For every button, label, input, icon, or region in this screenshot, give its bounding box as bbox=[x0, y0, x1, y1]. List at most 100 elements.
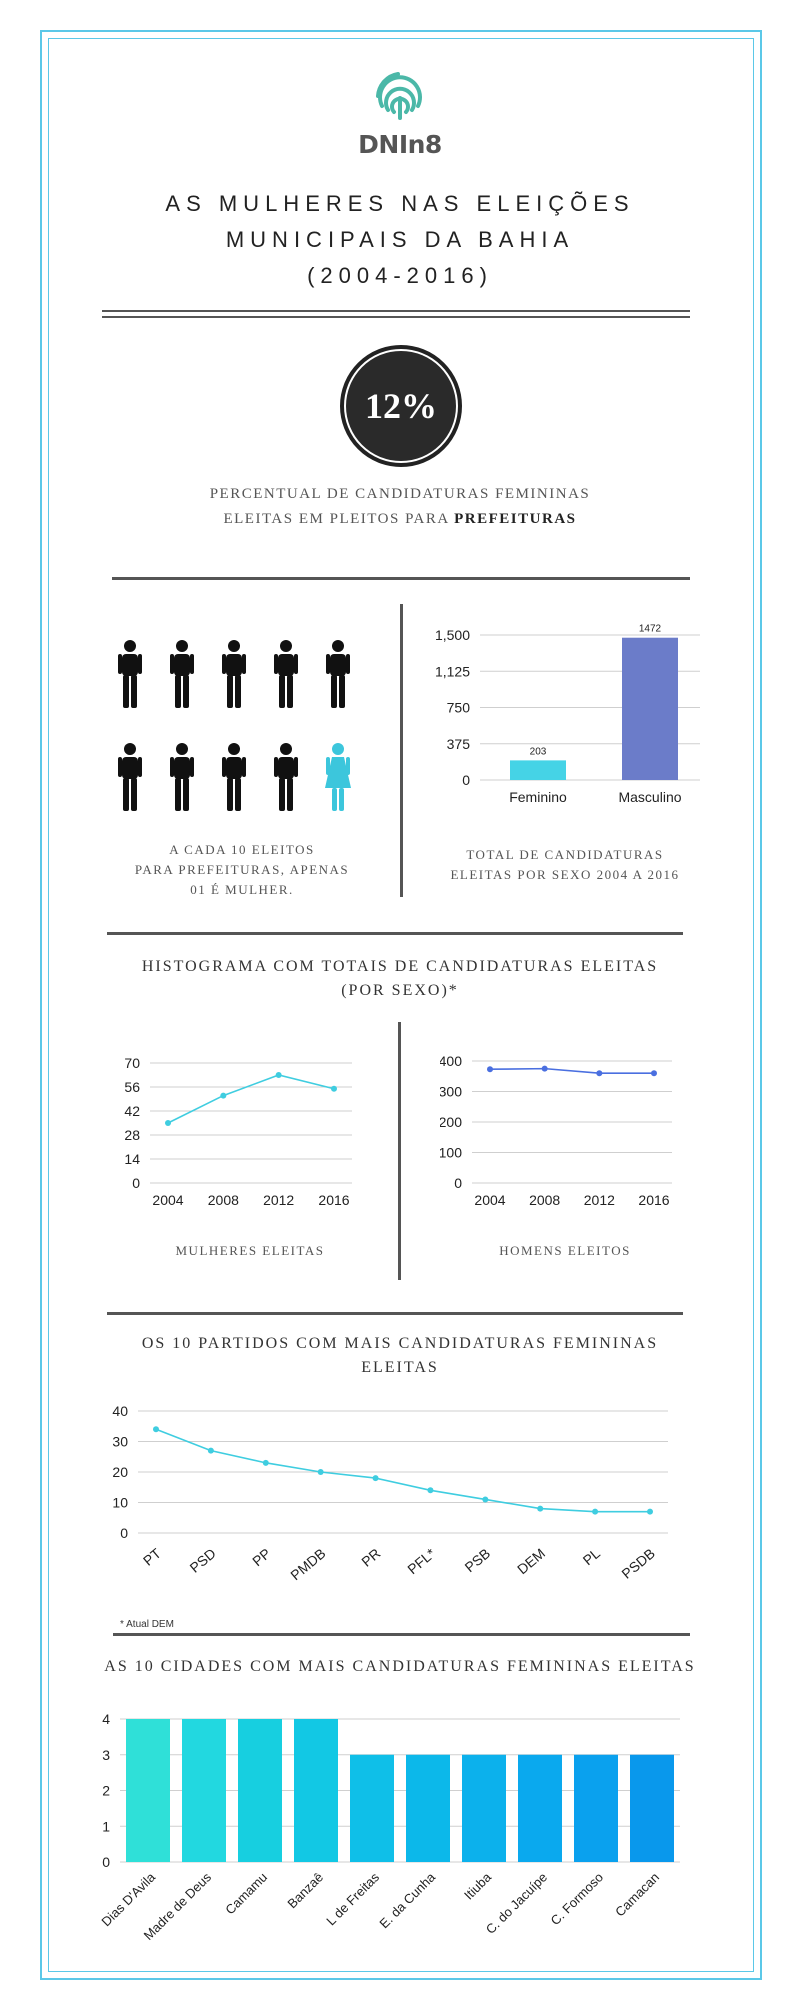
cities-category-label: E. da Cunha bbox=[376, 1869, 438, 1931]
totals-data-label: 1472 bbox=[639, 624, 662, 635]
parties-ytick-label: 0 bbox=[120, 1525, 128, 1541]
cities-bar bbox=[630, 1754, 674, 1862]
parties-xtick-label: PL bbox=[580, 1545, 604, 1568]
women-ytick-label: 0 bbox=[132, 1175, 140, 1191]
vertical-divider-2 bbox=[398, 1022, 401, 1280]
man-icon bbox=[170, 743, 194, 811]
parties-data-point bbox=[482, 1496, 489, 1503]
men-data-point bbox=[487, 1066, 493, 1073]
women-xtick-label: 2012 bbox=[263, 1192, 294, 1208]
cities-category-label: Itiuba bbox=[461, 1869, 495, 1903]
totals-category-label: Masculino bbox=[618, 789, 681, 805]
parties-xtick-label: PFL* bbox=[404, 1545, 439, 1578]
parties-xtick-label: DEM bbox=[514, 1545, 548, 1577]
cities-ytick-label: 0 bbox=[102, 1854, 110, 1870]
man-icon bbox=[326, 640, 350, 708]
parties-data-point bbox=[372, 1475, 379, 1482]
women-xtick-label: 2016 bbox=[318, 1192, 349, 1208]
page-title: AS MULHERES NAS ELEIÇÕES MUNICIPAIS DA B… bbox=[80, 186, 720, 294]
parties-xtick-label: PSD bbox=[186, 1545, 218, 1576]
totals-bar-chart: 0 375 750 1,125 1,500 203 Feminino 1472 Masculin… bbox=[435, 624, 700, 805]
woman-icon bbox=[325, 743, 351, 811]
women-ytick-label: 14 bbox=[124, 1151, 140, 1167]
women-data-point bbox=[331, 1085, 337, 1092]
parties-footnote: * Atual DEM bbox=[120, 1619, 174, 1630]
totals-ytick-label: 750 bbox=[447, 700, 471, 716]
man-icon bbox=[274, 640, 298, 708]
women-series-line bbox=[167, 1074, 335, 1124]
totals-caption-line-1: TOTAL DE CANDIDATURAS bbox=[466, 847, 664, 862]
pictogram-caption: A CADA 10 ELEITOS PARA PREFEITURAS, APEN… bbox=[112, 840, 372, 900]
cities-category-label: C. Formoso bbox=[547, 1870, 606, 1929]
totals-data-label: 203 bbox=[530, 746, 547, 757]
women-data-point bbox=[275, 1072, 282, 1078]
parties-data-point bbox=[153, 1426, 159, 1433]
outer-frame bbox=[40, 30, 762, 1980]
pictogram-caption-line-2: PARA PREFEITURAS, APENAS bbox=[134, 862, 350, 877]
cities-ytick-label: 1 bbox=[102, 1818, 110, 1834]
stat-caption-line-2: ELEITAS EM PLEITOS PARA bbox=[223, 511, 449, 527]
women-ytick-label: 42 bbox=[124, 1103, 140, 1119]
stat-caption: PERCENTUAL DE CANDIDATURAS FEMININAS ELE… bbox=[100, 482, 700, 532]
women-xtick-label: 2004 bbox=[152, 1192, 183, 1208]
parties-ytick-label: 40 bbox=[112, 1403, 128, 1419]
parties-data-point bbox=[592, 1508, 599, 1515]
parties-xtick-label: PSB bbox=[462, 1545, 494, 1575]
pictogram-grid bbox=[118, 640, 351, 811]
histogram-title-line-2: (POR SEXO)* bbox=[341, 982, 459, 999]
fingerprint-logo-icon bbox=[368, 66, 432, 126]
men-ytick-label: 100 bbox=[440, 1145, 462, 1161]
men-data-point bbox=[651, 1070, 657, 1077]
histogram-title: HISTOGRAMA COM TOTAIS DE CANDIDATURAS EL… bbox=[100, 955, 700, 1003]
cities-category-label: L de Freitas bbox=[323, 1869, 382, 1928]
totals-ytick-label: 1,500 bbox=[435, 627, 470, 643]
men-xtick-label: 2008 bbox=[529, 1192, 560, 1208]
section-divider-2 bbox=[107, 932, 683, 935]
man-icon bbox=[118, 640, 142, 708]
parties-xtick-label: PR bbox=[358, 1545, 383, 1570]
cities-category-label: Dias D'Avila bbox=[98, 1869, 158, 1929]
stat-caption-line-1: PERCENTUAL DE CANDIDATURAS FEMININAS bbox=[209, 486, 591, 502]
parties-ytick-label: 10 bbox=[112, 1495, 128, 1511]
totals-category-label: Feminino bbox=[509, 789, 567, 805]
women-data-point bbox=[165, 1120, 171, 1126]
logo-text: DNIn8 bbox=[358, 130, 442, 159]
women-ytick-label: 56 bbox=[124, 1079, 140, 1095]
parties-ytick-label: 30 bbox=[112, 1434, 128, 1450]
men-data-point bbox=[596, 1070, 603, 1077]
parties-series-line bbox=[155, 1428, 650, 1513]
men-xtick-label: 2012 bbox=[584, 1192, 615, 1208]
section-divider-1 bbox=[112, 577, 690, 580]
cities-category-label: Banzaê bbox=[284, 1870, 326, 1912]
men-xtick-label: 2004 bbox=[474, 1192, 505, 1208]
parties-data-point bbox=[207, 1447, 214, 1454]
histogram-title-line-1: HISTOGRAMA COM TOTAIS DE CANDIDATURAS EL… bbox=[141, 958, 659, 975]
cities-title: AS 10 CIDADES COM MAIS CANDIDATURAS FEMI… bbox=[104, 1658, 696, 1675]
men-data-point bbox=[541, 1065, 548, 1072]
men-xtick-label: 2016 bbox=[638, 1192, 669, 1208]
parties-xtick-label: PMDB bbox=[287, 1545, 328, 1583]
section-divider-4 bbox=[113, 1633, 690, 1636]
women-line-chart: 0 14 28 42 56 70 2004 2008 2012 2016 bbox=[124, 1055, 352, 1208]
man-icon bbox=[222, 640, 246, 708]
totals-bar bbox=[510, 760, 566, 780]
men-ytick-label: 300 bbox=[440, 1084, 462, 1100]
parties-title-line-2: ELEITAS bbox=[361, 1359, 439, 1376]
men-line-chart: 0 100 200 300 400 2004 2008 2012 2016 bbox=[440, 1053, 672, 1208]
title-divider-top bbox=[102, 310, 690, 312]
stat-value: 12% bbox=[346, 351, 456, 461]
cities-category-label: Camamu bbox=[222, 1870, 270, 1918]
stat-caption-bold: PREFEITURAS bbox=[454, 511, 577, 527]
women-ytick-label: 28 bbox=[124, 1127, 140, 1143]
cities-ytick-label: 4 bbox=[102, 1711, 110, 1727]
cities-category-label: Camacan bbox=[612, 1870, 662, 1920]
pictogram-caption-line-3: 01 É MULHER. bbox=[190, 882, 294, 897]
cities-bar bbox=[350, 1754, 394, 1862]
inner-frame bbox=[48, 38, 754, 1972]
parties-xtick-label: PT bbox=[140, 1545, 164, 1569]
cities-bar bbox=[574, 1754, 618, 1862]
men-caption: HOMENS ELEITOS bbox=[499, 1243, 631, 1258]
parties-data-point bbox=[647, 1508, 653, 1515]
title-line-2: MUNICIPAIS DA BAHIA bbox=[225, 227, 575, 252]
cities-ytick-label: 2 bbox=[102, 1783, 110, 1799]
